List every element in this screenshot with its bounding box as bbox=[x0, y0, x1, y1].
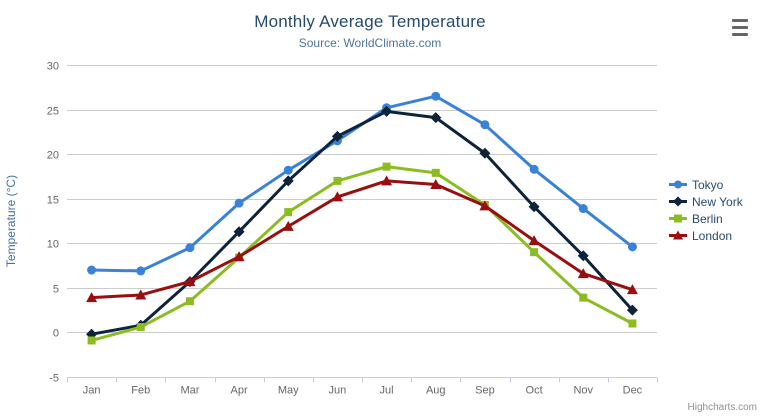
data-point-london[interactable] bbox=[430, 178, 442, 189]
data-point-tokyo[interactable] bbox=[431, 91, 441, 101]
y-axis-label: 5 bbox=[53, 284, 59, 296]
hamburger-menu-icon[interactable] bbox=[732, 19, 750, 36]
diamond-marker-icon bbox=[669, 196, 687, 207]
data-point-london[interactable] bbox=[86, 292, 98, 303]
x-axis-label: Apr bbox=[231, 385, 248, 397]
data-point-tokyo[interactable] bbox=[136, 266, 146, 276]
data-point-tokyo[interactable] bbox=[480, 120, 490, 130]
x-axis-label: Dec bbox=[623, 385, 643, 397]
data-point-new-york[interactable] bbox=[577, 250, 589, 262]
data-point-new-york[interactable] bbox=[282, 175, 294, 187]
legend-label: Berlin bbox=[692, 211, 723, 226]
data-point-tokyo[interactable] bbox=[234, 198, 244, 208]
legend-item-tokyo[interactable]: Tokyo bbox=[669, 176, 743, 193]
x-axis-label: Mar bbox=[180, 385, 199, 397]
legend-item-new-york[interactable]: New York bbox=[669, 193, 743, 210]
data-point-new-york[interactable] bbox=[233, 226, 245, 238]
x-axis-label: Jun bbox=[329, 385, 347, 397]
legend-label: Tokyo bbox=[692, 177, 724, 192]
x-axis-label: Feb bbox=[131, 385, 150, 397]
y-axis-label: 0 bbox=[53, 328, 59, 340]
y-axis-label: 20 bbox=[47, 150, 59, 162]
data-point-london[interactable] bbox=[233, 251, 245, 262]
x-axis-label: Jan bbox=[83, 385, 101, 397]
x-axis-label: Jul bbox=[380, 385, 394, 397]
x-axis-label: Sep bbox=[475, 385, 495, 397]
data-point-berlin[interactable] bbox=[579, 293, 588, 302]
data-point-berlin[interactable] bbox=[333, 176, 342, 185]
x-axis-label: Nov bbox=[573, 385, 593, 397]
data-point-london[interactable] bbox=[528, 235, 540, 246]
chart-title: Monthly Average Temperature bbox=[254, 12, 486, 31]
data-point-tokyo[interactable] bbox=[578, 204, 588, 214]
data-point-berlin[interactable] bbox=[185, 297, 194, 306]
data-point-london[interactable] bbox=[282, 220, 294, 231]
data-point-berlin[interactable] bbox=[628, 319, 637, 328]
x-axis-label: Oct bbox=[526, 385, 543, 397]
x-axis-label: Aug bbox=[426, 385, 446, 397]
data-point-london[interactable] bbox=[577, 268, 589, 279]
data-point-london[interactable] bbox=[381, 175, 393, 186]
circle-marker-icon bbox=[669, 180, 687, 189]
triangle-marker-icon bbox=[669, 230, 687, 240]
data-point-london[interactable] bbox=[135, 289, 147, 300]
data-point-new-york[interactable] bbox=[381, 105, 393, 117]
data-point-london[interactable] bbox=[479, 200, 491, 211]
data-point-tokyo[interactable] bbox=[529, 164, 539, 174]
y-axis-label: 10 bbox=[47, 239, 59, 251]
data-point-tokyo[interactable] bbox=[283, 165, 293, 175]
legend-label: London bbox=[692, 228, 733, 243]
data-point-london[interactable] bbox=[331, 191, 343, 202]
series-line-berlin[interactable] bbox=[90, 165, 634, 342]
data-point-new-york[interactable] bbox=[626, 304, 638, 316]
data-point-berlin[interactable] bbox=[431, 168, 440, 177]
legend-item-berlin[interactable]: Berlin bbox=[669, 210, 743, 227]
data-point-berlin[interactable] bbox=[530, 248, 539, 257]
chart-subtitle: Source: WorldClimate.com bbox=[298, 36, 442, 50]
data-point-tokyo[interactable] bbox=[87, 265, 97, 275]
credits-link[interactable]: Highcharts.com bbox=[687, 402, 757, 413]
data-point-new-york[interactable] bbox=[430, 112, 442, 124]
square-marker-icon bbox=[669, 214, 687, 223]
data-point-london[interactable] bbox=[184, 276, 196, 287]
hamburger-bar bbox=[732, 33, 748, 36]
series-line-london[interactable] bbox=[90, 179, 634, 300]
data-point-new-york[interactable] bbox=[331, 130, 343, 142]
data-point-berlin[interactable] bbox=[136, 323, 145, 332]
data-point-berlin[interactable] bbox=[87, 336, 96, 345]
y-axis-label: 30 bbox=[47, 61, 59, 73]
y-axis-title: Temperature (°C) bbox=[4, 175, 18, 267]
hamburger-bar bbox=[732, 19, 748, 22]
y-axis-label: -5 bbox=[49, 373, 59, 385]
data-point-new-york[interactable] bbox=[479, 147, 491, 159]
data-point-berlin[interactable] bbox=[284, 208, 293, 217]
legend-label: New York bbox=[692, 194, 743, 209]
data-point-new-york[interactable] bbox=[528, 201, 540, 213]
data-point-tokyo[interactable] bbox=[185, 243, 195, 253]
data-point-tokyo[interactable] bbox=[627, 242, 637, 252]
y-axis-label: 25 bbox=[47, 106, 59, 118]
series-line-new-york[interactable] bbox=[90, 109, 634, 336]
hamburger-bar bbox=[732, 26, 748, 29]
data-point-berlin[interactable] bbox=[382, 162, 391, 171]
legend-item-london[interactable]: London bbox=[669, 227, 743, 244]
data-point-london[interactable] bbox=[626, 284, 638, 295]
y-axis-label: 15 bbox=[47, 195, 59, 207]
legend: Tokyo New York Berlin London bbox=[669, 176, 743, 244]
x-axis-label: May bbox=[278, 385, 299, 397]
